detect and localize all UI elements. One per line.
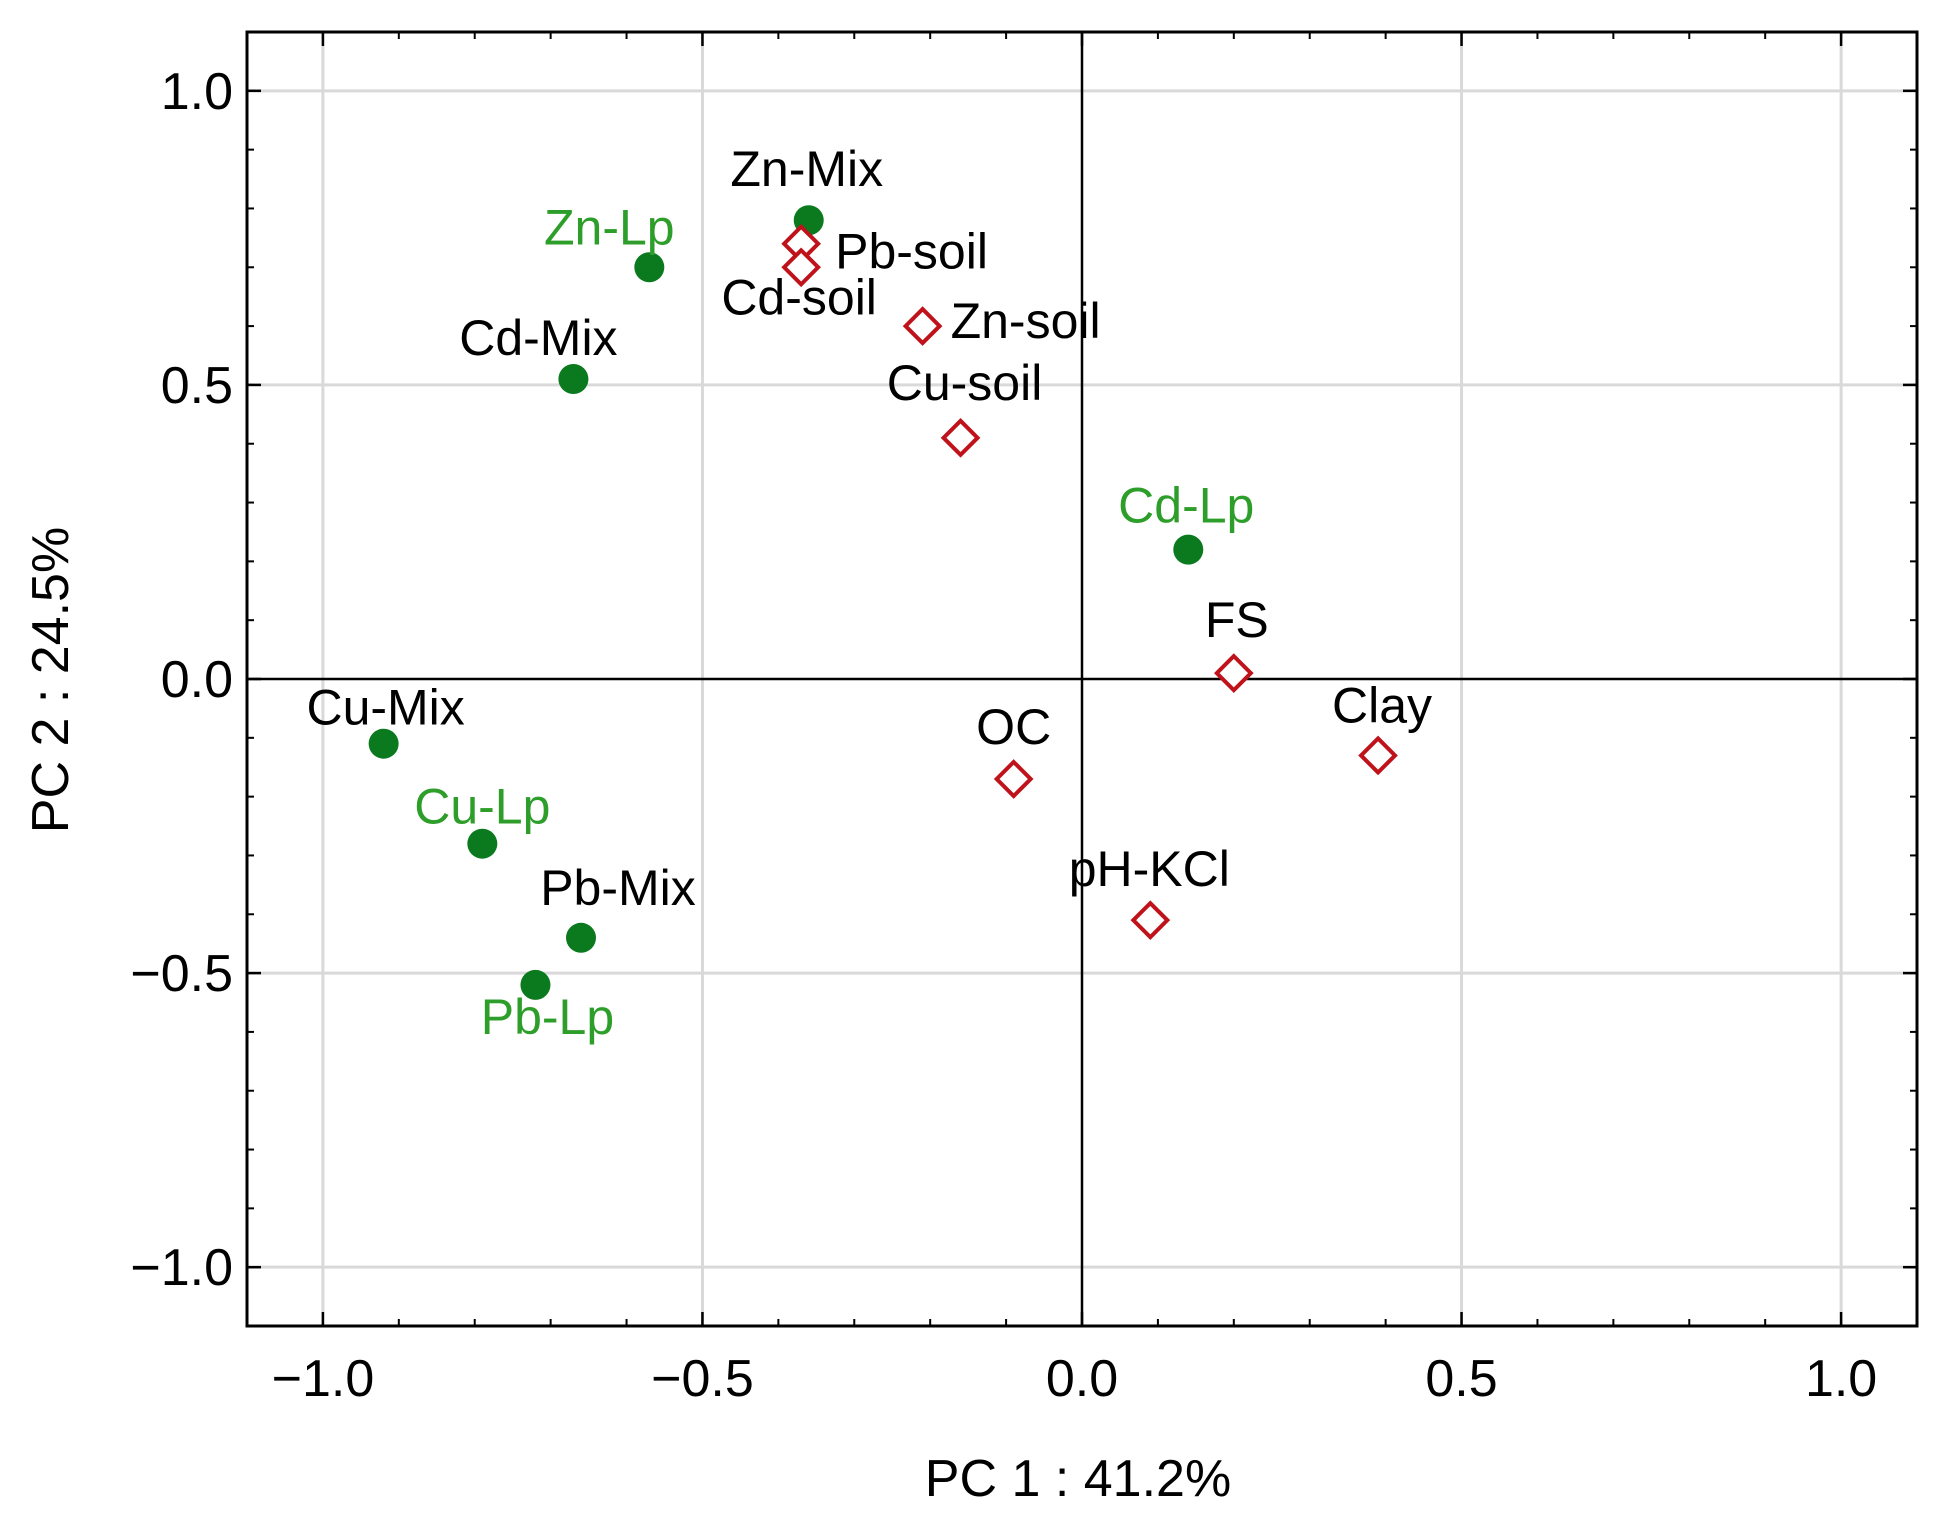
y-tick-label: −0.5 bbox=[130, 945, 233, 1003]
point-cu-lp bbox=[467, 828, 498, 859]
point-cu-soil bbox=[940, 418, 981, 458]
point-ph-kcl bbox=[1130, 900, 1171, 940]
x-tick-label: 1.0 bbox=[1805, 1350, 1877, 1408]
x-tick-label: −1.0 bbox=[272, 1350, 375, 1408]
label-cu-soil: Cu-soil bbox=[887, 355, 1043, 411]
label-zn-lp: Zn-Lp bbox=[544, 199, 675, 255]
point-fs bbox=[1213, 653, 1254, 693]
label-ph-kcl: pH-KCl bbox=[1069, 841, 1230, 897]
point-clay bbox=[1358, 735, 1398, 776]
x-tick-label: −0.5 bbox=[651, 1350, 754, 1408]
point-pb-lp bbox=[520, 969, 551, 1000]
label-cd-mix: Cd-Mix bbox=[459, 310, 617, 366]
zero-axes bbox=[247, 32, 1917, 1326]
x-tick-label: 0.5 bbox=[1425, 1350, 1497, 1408]
label-zn-soil: Zn-soil bbox=[951, 293, 1101, 349]
y-tick-label: −1.0 bbox=[130, 1239, 233, 1297]
label-zn-mix: Zn-Mix bbox=[730, 141, 883, 197]
axis-ticks: −1.0 −0.5 0.0 0.5 1.0 −1.0 −0.5 0.0 0.5 1.0 bbox=[130, 31, 1918, 1408]
point-cu-mix bbox=[368, 728, 399, 759]
point-pb-mix bbox=[566, 922, 596, 953]
label-cu-mix: Cu-Mix bbox=[306, 680, 464, 736]
point-cd-mix bbox=[558, 364, 589, 395]
label-fs: FS bbox=[1205, 592, 1269, 648]
point-zn-lp bbox=[634, 252, 665, 283]
y-axis-title: PC 2 : 24.5% bbox=[22, 527, 80, 833]
label-cu-lp: Cu-Lp bbox=[414, 779, 550, 835]
label-oc: OC bbox=[976, 699, 1051, 755]
data-points bbox=[368, 205, 1398, 1000]
label-cd-lp: Cd-Lp bbox=[1118, 478, 1254, 534]
label-pb-lp: Pb-Lp bbox=[481, 989, 614, 1045]
label-pb-mix: Pb-Mix bbox=[540, 860, 696, 916]
point-oc bbox=[993, 759, 1034, 799]
label-pb-soil: Pb-soil bbox=[835, 224, 988, 280]
x-tick-label: 0.0 bbox=[1046, 1350, 1118, 1408]
point-cd-lp bbox=[1173, 534, 1204, 565]
y-tick-label: 1.0 bbox=[161, 63, 233, 121]
x-axis-title: PC 1 : 41.2% bbox=[925, 1450, 1231, 1508]
point-cd-soil bbox=[781, 247, 821, 288]
label-cd-soil: Cd-soil bbox=[721, 269, 877, 325]
point-labels: Zn-Mix Cd-Mix Cu-Mix Pb-Mix Zn-Lp Cd-Lp Cu-Lp P… bbox=[306, 141, 1432, 1045]
y-tick-label: 0.0 bbox=[161, 651, 233, 709]
point-zn-soil bbox=[902, 306, 943, 346]
label-clay: Clay bbox=[1332, 677, 1432, 733]
y-tick-label: 0.5 bbox=[161, 357, 233, 415]
